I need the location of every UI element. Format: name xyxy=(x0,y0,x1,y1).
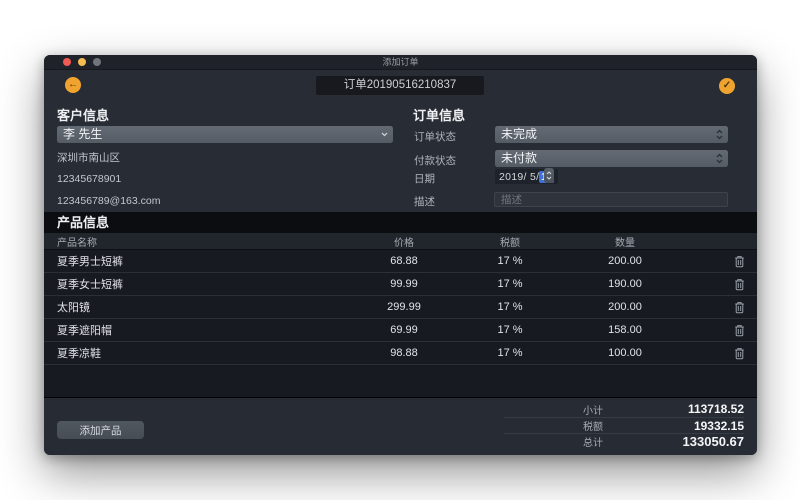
back-button[interactable]: ← xyxy=(65,77,81,93)
footer-bar: 添加产品 小计 113718.52 税额 19332.15 总计 133050.… xyxy=(44,397,757,455)
grand-total-value: 133050.67 xyxy=(682,434,744,449)
description-label: 描述 xyxy=(414,196,435,208)
order-section-title: 订单信息 xyxy=(413,108,466,123)
product-qty: 200.00 xyxy=(608,301,642,313)
product-price: 69.99 xyxy=(390,324,418,336)
totals-summary: 小计 113718.52 税额 19332.15 总计 133050.67 xyxy=(504,401,744,449)
product-qty: 158.00 xyxy=(608,324,642,336)
checkmark-icon: ✓ xyxy=(722,80,732,91)
table-header-row: 产品名称 价格 税额 数量 xyxy=(44,233,757,250)
trash-icon xyxy=(735,255,744,267)
trash-icon xyxy=(735,324,744,336)
traffic-lights xyxy=(63,58,101,66)
product-tax: 17 % xyxy=(497,255,523,267)
col-header-name: 产品名称 xyxy=(57,237,97,249)
updown-chevrons-icon xyxy=(716,129,723,140)
tax-total-row: 税额 19332.15 xyxy=(504,417,744,433)
col-header-price: 价格 xyxy=(394,237,414,249)
customer-address: 深圳市南山区 xyxy=(57,152,120,164)
delete-row-button[interactable] xyxy=(734,324,745,337)
date-stepper[interactable] xyxy=(544,168,554,183)
product-name: 夏季凉鞋 xyxy=(57,348,101,360)
confirm-button[interactable]: ✓ xyxy=(719,78,735,94)
zoom-button-disabled xyxy=(93,58,101,66)
close-button[interactable] xyxy=(63,58,71,66)
back-arrow-icon: ← xyxy=(68,79,78,90)
delete-row-button[interactable] xyxy=(734,347,745,360)
stepper-down-icon xyxy=(546,176,552,180)
customer-phone: 12345678901 xyxy=(57,173,122,185)
product-price: 98.88 xyxy=(390,347,418,359)
customer-select[interactable]: 李 先生 xyxy=(57,126,393,143)
products-table: 产品名称 价格 税额 数量 夏季男士短裤 68.88 17 % 200.00 夏… xyxy=(44,233,757,397)
add-order-window: 添加订单 ← 订单20190516210837 ✓ 客户信息 李 先生 深圳市南… xyxy=(44,55,757,455)
product-name: 太阳镜 xyxy=(57,302,90,314)
trash-icon xyxy=(735,301,744,313)
window-title: 添加订单 xyxy=(382,57,419,67)
product-qty: 190.00 xyxy=(608,278,642,290)
table-row[interactable]: 夏季男士短裤 68.88 17 % 200.00 xyxy=(44,250,757,273)
table-row[interactable]: 太阳镜 299.99 17 % 200.00 xyxy=(44,296,757,319)
product-name: 夏季遮阳帽 xyxy=(57,325,112,337)
col-header-tax: 税额 xyxy=(500,237,520,249)
product-tax: 17 % xyxy=(497,347,523,359)
tax-total-label: 税额 xyxy=(583,422,603,433)
delete-row-button[interactable] xyxy=(734,301,745,314)
updown-chevrons-icon xyxy=(716,153,723,164)
product-tax: 17 % xyxy=(497,278,523,290)
grand-total-label: 总计 xyxy=(583,438,603,449)
add-product-button[interactable]: 添加产品 xyxy=(57,421,144,439)
products-section-title: 产品信息 xyxy=(44,212,757,233)
customer-selected-name: 李 先生 xyxy=(63,127,103,141)
product-tax: 17 % xyxy=(497,324,523,336)
trash-icon xyxy=(735,347,744,359)
date-value-prefix: 2019/ 5/ xyxy=(499,170,540,183)
minimize-button[interactable] xyxy=(78,58,86,66)
customer-section-title: 客户信息 xyxy=(57,108,110,123)
product-price: 99.99 xyxy=(390,278,418,290)
toolbar: ← 订单20190516210837 ✓ xyxy=(44,71,757,100)
subtotal-value: 113718.52 xyxy=(687,402,744,416)
order-status-value: 未完成 xyxy=(501,127,538,141)
delete-row-button[interactable] xyxy=(734,255,745,268)
table-row[interactable]: 夏季遮阳帽 69.99 17 % 158.00 xyxy=(44,319,757,342)
description-input[interactable] xyxy=(494,192,728,207)
col-header-qty: 数量 xyxy=(615,237,635,249)
payment-status-select[interactable]: 未付款 xyxy=(495,150,728,167)
payment-status-value: 未付款 xyxy=(501,151,538,165)
table-row[interactable]: 夏季凉鞋 98.88 17 % 100.00 xyxy=(44,342,757,365)
product-name: 夏季男士短裤 xyxy=(57,256,123,268)
subtotal-label: 小计 xyxy=(583,405,603,417)
tax-total-value: 19332.15 xyxy=(693,418,744,433)
grand-total-row: 总计 133050.67 xyxy=(504,433,744,449)
product-name: 夏季女士短裤 xyxy=(57,279,123,291)
product-qty: 200.00 xyxy=(608,255,642,267)
customer-email: 123456789@163.com xyxy=(57,195,161,207)
table-row[interactable]: 夏季女士短裤 99.99 17 % 190.00 xyxy=(44,273,757,296)
date-label: 日期 xyxy=(414,173,435,185)
order-status-select[interactable]: 未完成 xyxy=(495,126,728,143)
product-price: 68.88 xyxy=(390,255,418,267)
order-status-label: 订单状态 xyxy=(414,131,456,143)
chevron-down-icon xyxy=(381,132,388,137)
stepper-up-icon xyxy=(546,171,552,175)
delete-row-button[interactable] xyxy=(734,278,745,291)
product-tax: 17 % xyxy=(497,301,523,313)
product-price: 299.99 xyxy=(387,301,421,313)
trash-icon xyxy=(735,278,744,290)
window-titlebar: 添加订单 xyxy=(44,55,757,70)
order-number-field[interactable]: 订单20190516210837 xyxy=(316,76,484,95)
product-qty: 100.00 xyxy=(608,347,642,359)
subtotal-row: 小计 113718.52 xyxy=(504,401,744,417)
payment-status-label: 付款状态 xyxy=(414,155,456,167)
